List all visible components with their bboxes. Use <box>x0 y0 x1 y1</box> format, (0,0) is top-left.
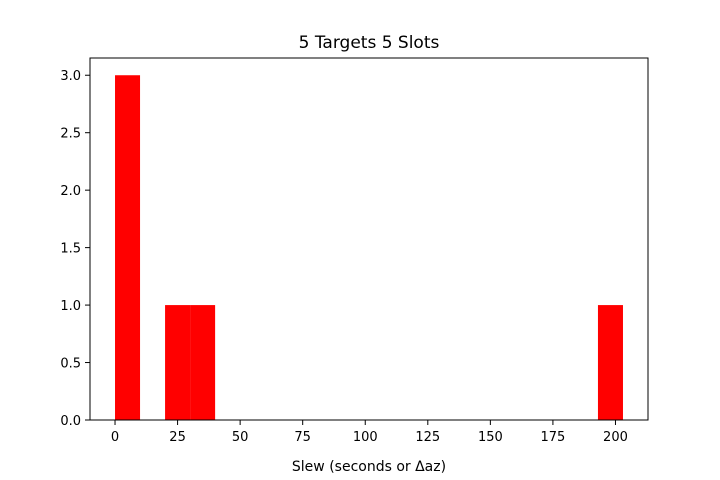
bar-3 <box>597 305 623 420</box>
x-axis-label: Slew (seconds or Δaz) <box>292 459 446 475</box>
y-tick-label-6: 3.0 <box>60 69 81 84</box>
x-tick-label-0: 0 <box>111 430 119 445</box>
bar-2 <box>190 305 216 420</box>
x-tick-label-2: 50 <box>232 430 249 445</box>
x-axis-ticks: 0 25 50 75 100 125 150 175 200 <box>111 420 628 445</box>
plot-frame <box>89 57 649 421</box>
bar-0 <box>115 75 141 420</box>
bars-group <box>115 75 623 420</box>
x-tick-label-7: 175 <box>541 430 566 445</box>
y-tick-label-0: 0.0 <box>60 414 81 429</box>
y-axis-ticks: 0.0 0.5 1.0 1.5 2.0 2.5 3.0 <box>60 69 90 429</box>
y-tick-label-2: 1.0 <box>60 299 81 314</box>
x-tick-label-8: 200 <box>603 430 628 445</box>
y-tick-label-4: 2.0 <box>60 184 81 199</box>
x-tick-label-4: 100 <box>353 430 378 445</box>
chart-title: 5 Targets 5 Slots <box>299 33 440 53</box>
y-tick-label-3: 1.5 <box>60 242 81 257</box>
bar-1 <box>165 305 191 420</box>
x-tick-label-3: 75 <box>294 430 311 445</box>
y-tick-label-1: 0.5 <box>60 357 81 372</box>
y-tick-label-5: 2.5 <box>60 127 81 142</box>
x-tick-label-6: 150 <box>478 430 503 445</box>
x-tick-label-5: 125 <box>415 430 440 445</box>
x-tick-label-1: 25 <box>169 430 186 445</box>
